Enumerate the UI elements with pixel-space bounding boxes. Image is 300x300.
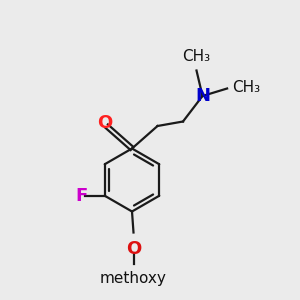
Text: O: O — [98, 114, 112, 132]
Text: F: F — [76, 187, 88, 205]
Text: O: O — [126, 240, 141, 258]
Text: CH₃: CH₃ — [182, 49, 210, 64]
Text: methoxy: methoxy — [100, 271, 167, 286]
Text: N: N — [195, 87, 210, 105]
Text: CH₃: CH₃ — [232, 80, 261, 94]
